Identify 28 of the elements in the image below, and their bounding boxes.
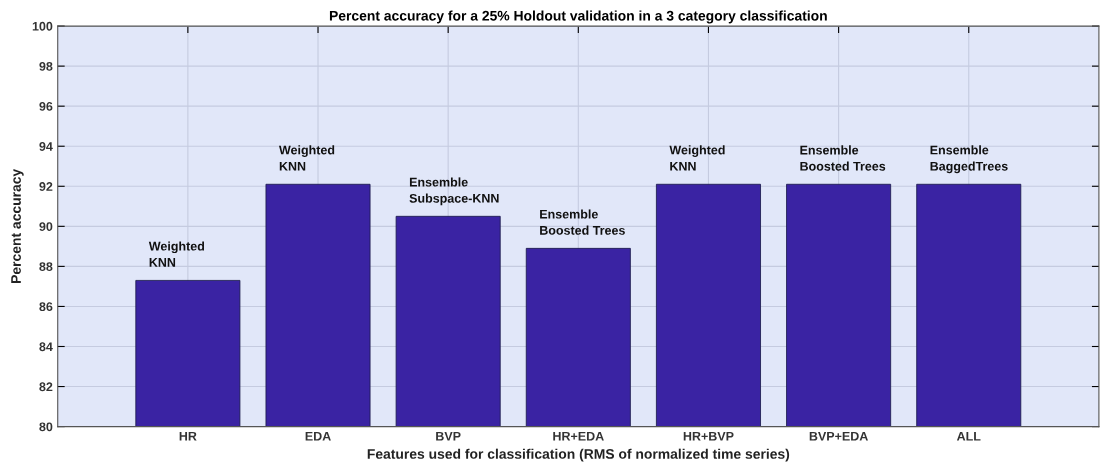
y-tick-label: 100 (32, 21, 53, 31)
y-tick-label: 92 (39, 182, 53, 191)
y-axis-title: Percent accuracy (11, 168, 24, 283)
annotation: Weighted KNN (278, 145, 335, 171)
annotation: Ensemble BaggedTrees (930, 145, 1008, 174)
annotation: Ensemble Boosted Trees (540, 209, 625, 235)
y-tick-label: 98 (39, 61, 53, 71)
annotation: Ensemble Subspace-KNN (409, 177, 499, 206)
annotation: Weighted KNN (148, 241, 205, 267)
y-tick-label: 94 (39, 142, 53, 151)
x-tick-label: BVP (436, 431, 461, 441)
chart-title: Percent accuracy for a 25% Holdout validation in a 3 category classification (329, 10, 827, 24)
annotation: Weighted KNN (669, 145, 725, 171)
y-tick-label: 84 (39, 342, 53, 352)
x-tick-label: ALL (956, 431, 981, 441)
y-tick-label: 86 (39, 302, 53, 312)
y-tick-label: 80 (39, 422, 53, 432)
x-axis-title: Features used for classification (RMS of normalized time series) (367, 448, 790, 462)
x-tick-label: HR+EDA (553, 431, 604, 441)
y-tick-label: 82 (39, 382, 53, 392)
x-tick-label: BVP+EDA (809, 431, 868, 441)
y-tick-label: 96 (39, 101, 53, 111)
x-tick-label: EDA (305, 431, 331, 441)
y-tick-label: 90 (39, 222, 53, 231)
x-tick-label: HR (179, 431, 197, 441)
x-tick-label: HR+BVP (683, 431, 734, 441)
annotation: Ensemble Boosted Trees (800, 145, 886, 171)
y-tick-label: 88 (39, 262, 53, 272)
